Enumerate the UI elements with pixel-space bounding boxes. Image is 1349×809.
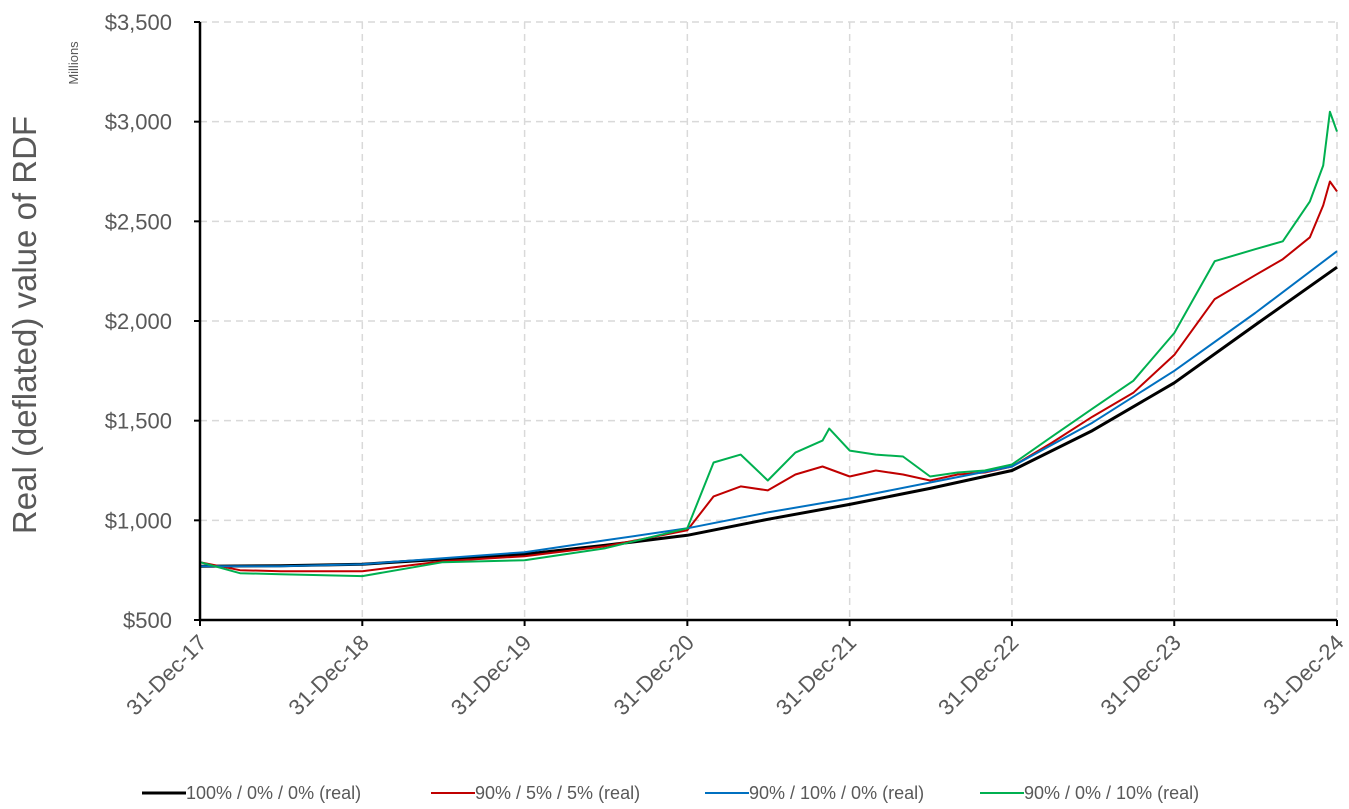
- legend-entry: 90% / 5% / 5% (real): [475, 783, 640, 803]
- legend-entry: 90% / 0% / 10% (real): [1024, 783, 1199, 803]
- x-tick-label: 31-Dec-20: [609, 630, 699, 720]
- x-tick-label: 31-Dec-22: [933, 630, 1023, 720]
- y-axis-title: Real (deflated) value of RDF: [6, 116, 43, 534]
- grid-lines: [200, 21, 1338, 620]
- y-tick-label: $3,000: [105, 110, 172, 135]
- y-tick-label: $1,500: [105, 409, 172, 434]
- series-line-4: [199, 110, 1338, 578]
- y-tick-label: $1,000: [105, 508, 172, 533]
- series-line-3: [200, 250, 1338, 568]
- y-tick-label: $2,000: [105, 309, 172, 334]
- x-tick-label: 31-Dec-18: [284, 630, 374, 720]
- x-tick-label: 31-Dec-23: [1095, 630, 1185, 720]
- series-line-1: [199, 265, 1338, 568]
- series-line-2: [199, 180, 1338, 573]
- y-tick-label: $2,500: [105, 209, 172, 234]
- x-tick-label: 31-Dec-19: [446, 630, 536, 720]
- axes: [194, 21, 1338, 626]
- x-tick-labels: 31-Dec-17 31-Dec-18 31-Dec-19 31-Dec-20 31-D…: [121, 630, 1348, 720]
- x-tick-label: 31-Dec-24: [1258, 630, 1348, 720]
- y-tick-labels: $500 $1,000 $1,500 $2,000 $2,500 $3,000 $3,500: [105, 10, 172, 633]
- legend: 100% / 0% / 0% (real) 90% / 5% / 5% (real…: [142, 783, 1199, 803]
- x-tick-label: 31-Dec-17: [121, 630, 211, 720]
- y-tick-label: $500: [123, 608, 172, 633]
- legend-entry: 100% / 0% / 0% (real): [186, 783, 361, 803]
- y-tick-label: $3,500: [105, 10, 172, 35]
- legend-entry: 90% / 10% / 0% (real): [749, 783, 924, 803]
- x-tick-label: 31-Dec-21: [771, 630, 861, 720]
- y-axis-unit-label: Millions: [66, 41, 81, 85]
- series-lines: [199, 110, 1338, 578]
